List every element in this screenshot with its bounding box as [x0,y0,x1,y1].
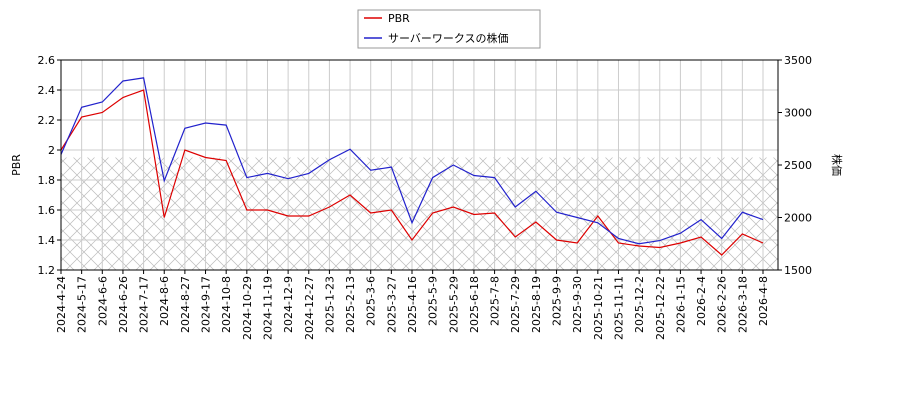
x-tick-label: 2026-2-26 [716,276,729,333]
legend: PBR サーバーワークスの株価 [357,9,541,49]
y2-tick-label: 3000 [784,107,812,120]
y-tick-label: 2.6 [38,54,56,67]
series-line [60,89,764,256]
x-tick-label: 2025-3-27 [385,276,398,333]
y-tick-label: 2 [48,144,55,157]
plot-area [60,59,778,271]
legend-label: PBR [388,12,410,25]
y2-axis-label: 株価 [830,154,844,176]
x-tick-label: 2025-5-9 [427,276,440,326]
x-tick-label: 2024-9-17 [200,276,213,333]
y-tick-label: 1.6 [38,204,56,217]
x-tick-label: 2026-3-18 [736,276,749,333]
y-tick-label: 1.2 [38,264,56,277]
x-tick-label: 2024-10-29 [241,276,254,340]
series-line [60,77,764,245]
legend-label: サーバーワークスの株価 [388,31,509,45]
y2-tick-label: 1500 [784,264,812,277]
y-axis-label: PBR [10,154,23,176]
y2-tick-label: 2000 [784,212,812,225]
x-tick-label: 2026-1-15 [674,276,687,333]
x-tick-label: 2026-2-4 [695,276,708,326]
y-tick-label: 1.4 [38,234,56,247]
x-tick-label: 2025-7-29 [509,276,522,333]
x-tick-label: 2024-5-17 [76,276,89,333]
x-tick-label: 2024-7-17 [138,276,151,333]
x-tick-label: 2025-1-23 [323,276,336,333]
x-tick-label: 2024-4-24 [55,276,68,333]
x-tick-label: 2024-8-6 [158,276,171,326]
y-tick-label: 1.8 [38,174,56,187]
x-tick-label: 2025-11-11 [612,276,625,340]
x-tick-label: 2026-4-8 [757,276,770,326]
x-tick-label: 2024-8-27 [179,276,192,333]
x-tick-label: 2024-10-8 [220,276,233,333]
x-tick-label: 2025-7-8 [489,276,502,326]
shaded-range [61,157,778,270]
x-tick-label: 2025-12-22 [654,276,667,340]
x-tick-label: 2025-9-9 [551,276,564,326]
x-tick-label: 2024-11-19 [261,276,274,340]
x-tick-label: 2024-12-9 [282,276,295,333]
y-tick-label: 2.4 [38,84,56,97]
x-tick-label: 2024-12-27 [303,276,316,340]
x-tick-label: 2025-12-2 [633,276,646,333]
x-tick-label: 2025-2-13 [344,276,357,333]
x-tick-label: 2025-5-29 [447,276,460,333]
x-tick-label: 2025-8-19 [530,276,543,333]
x-tick-label: 2024-6-26 [117,276,130,333]
x-tick-label: 2025-10-21 [592,276,605,340]
x-tick-label: 2025-6-18 [468,276,481,333]
x-tick-label: 2025-9-30 [571,276,584,333]
x-tick-label: 2025-4-16 [406,276,419,333]
y-tick-label: 2.2 [38,114,56,127]
x-tick-label: 2024-6-6 [96,276,109,326]
y2-tick-label: 3500 [784,54,812,67]
y2-tick-label: 2500 [784,159,812,172]
x-tick-label: 2025-3-6 [365,276,378,326]
